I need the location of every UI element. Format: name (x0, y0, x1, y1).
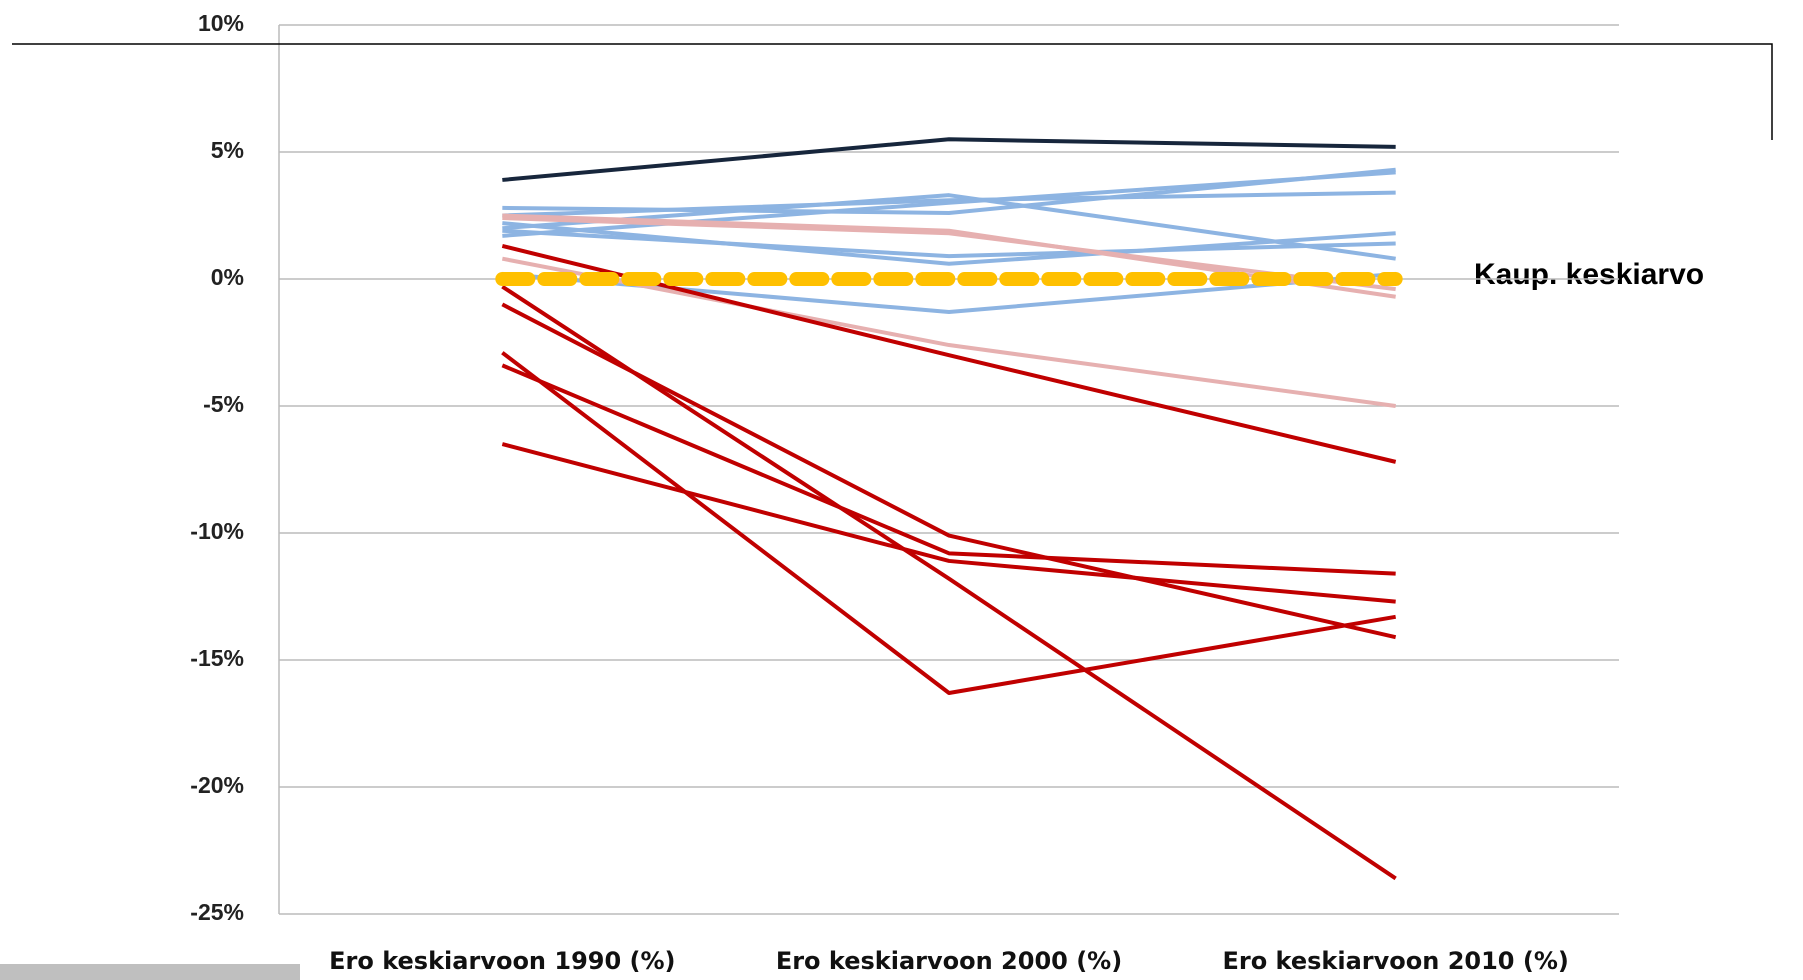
y-tick-label: -5% (203, 391, 244, 417)
series-line (501, 363, 1396, 576)
y-tick-label: -10% (190, 518, 244, 544)
x-tick-label: Ero keskiarvoon 2010 (%) (1222, 947, 1568, 975)
y-tick-label: 5% (211, 137, 244, 163)
y-tick-label: 0% (211, 264, 244, 290)
series-line (501, 351, 1397, 696)
series-line (501, 284, 1397, 881)
series-line (502, 137, 1396, 182)
y-tick-label: -15% (190, 645, 244, 671)
series-line (502, 193, 1396, 261)
series-line (501, 302, 1397, 640)
y-tick-label: -25% (190, 899, 244, 925)
y-tick-label: 10% (198, 10, 244, 36)
series-line (502, 190, 1396, 218)
overlay-box (0, 964, 300, 980)
series-line (502, 228, 1396, 259)
x-tick-label: Ero keskiarvoon 2000 (%) (776, 947, 1122, 975)
series-line (502, 170, 1396, 238)
series-line (501, 442, 1396, 604)
series-line (502, 167, 1396, 215)
series-line (501, 256, 1396, 408)
series-line (502, 221, 1396, 266)
annotation: Kaup. keskiarvo (1474, 258, 1704, 291)
y-tick-label: -20% (190, 772, 244, 798)
overlay-line (12, 43, 1773, 140)
series-line (502, 216, 1396, 292)
x-tick-label: Ero keskiarvoon 1990 (%) (329, 947, 675, 975)
